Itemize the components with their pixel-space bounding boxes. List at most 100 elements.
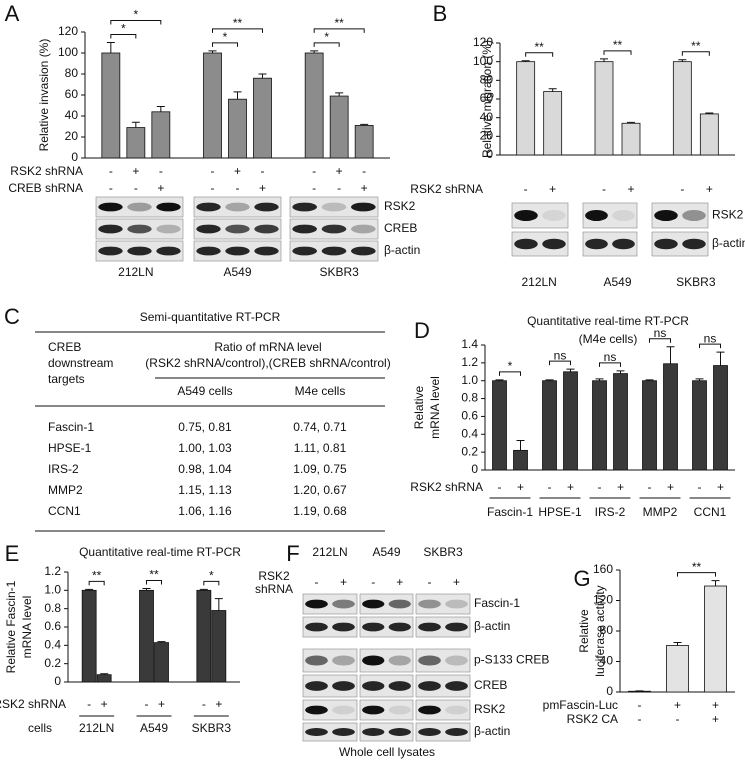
treatment-label: RSK2 shRNA	[0, 697, 66, 711]
blot-band	[445, 681, 468, 691]
treatment-sign: -	[698, 480, 702, 494]
blot-band	[351, 202, 376, 212]
blot-band	[127, 224, 152, 234]
blot-footer: Whole cell lysates	[339, 745, 435, 759]
y-axis-label: Relative	[577, 609, 591, 653]
error-bar	[666, 346, 675, 364]
table-cell: Fascin-1	[48, 420, 94, 434]
significance-bracket	[499, 371, 521, 376]
treatment-sign: -	[638, 698, 642, 712]
y-tick-label: 40	[600, 654, 614, 668]
treatment-sign: -	[337, 181, 341, 195]
bar	[81, 589, 97, 683]
significance-label: ns	[604, 350, 617, 364]
cell-label: SKBR3	[423, 545, 463, 559]
error-bar	[100, 673, 109, 675]
group-label: IRS-2	[595, 505, 626, 519]
blot-band	[445, 728, 468, 736]
group-label: MMP2	[643, 505, 678, 519]
significance-label: *	[508, 359, 513, 373]
blot-band	[98, 202, 123, 212]
blot-band	[127, 202, 152, 212]
treatment-sign: -	[548, 480, 552, 494]
blot-band	[351, 224, 376, 234]
error-bar	[208, 50, 217, 53]
blot-label: RSK2	[384, 199, 416, 213]
table-cell: 1.06, 1.16	[178, 504, 232, 518]
blot-band	[445, 599, 468, 609]
treatment-sign: -	[312, 164, 316, 178]
table-row-header: targets	[48, 372, 85, 386]
blot-label: p-S133 CREB	[474, 653, 549, 667]
treatment-sign: -	[159, 164, 163, 178]
treatment-sign: -	[109, 181, 113, 195]
blot-band	[332, 622, 355, 632]
treatment-sign: -	[362, 164, 366, 178]
significance-bracket	[549, 360, 571, 366]
blot-label: CREB	[474, 678, 507, 692]
blot-band	[321, 246, 347, 256]
blot-band	[388, 705, 411, 715]
treatment-sign: +	[517, 480, 524, 494]
y-tick-label: 60	[480, 91, 494, 105]
treatment-sign: -	[680, 182, 684, 196]
blot-band	[514, 238, 538, 250]
y-tick-label: 0	[471, 462, 478, 476]
significance-label: **	[691, 39, 701, 53]
group-label: Fascin-1	[487, 505, 533, 519]
treatment-sign: -	[371, 575, 375, 589]
bar	[228, 98, 247, 159]
error-bar	[156, 106, 165, 112]
y-tick-label: 0	[606, 684, 613, 698]
error-bar	[199, 588, 208, 591]
treatment-sign: +	[627, 182, 634, 196]
blot-band	[321, 202, 347, 212]
y-tick-label: 0.6	[461, 409, 478, 423]
blot-band	[612, 238, 635, 250]
blot-band	[388, 622, 411, 632]
blot-band	[682, 210, 706, 221]
table-title: Semi-quantitative RT-PCR	[140, 310, 281, 324]
table-cell: CCN1	[48, 504, 81, 518]
treatment-sign: -	[428, 575, 432, 589]
y-tick-label: 80	[65, 66, 79, 80]
group-label: 212LN	[118, 265, 153, 279]
bar	[211, 610, 227, 683]
y-tick-label: 0.8	[44, 601, 61, 615]
significance-bracket	[110, 34, 137, 39]
bar	[672, 61, 692, 156]
group-label: 212LN	[79, 721, 114, 735]
table-row-header: downstream	[48, 356, 113, 370]
y-tick-label: 20	[480, 129, 494, 143]
bar	[699, 113, 719, 156]
y-axis-label: Relative migration (%)	[480, 40, 494, 158]
significance-bracket	[525, 52, 554, 57]
treatment-sign: -	[87, 697, 91, 711]
bar	[563, 371, 578, 471]
table-span-header: (RSK2 shRNA/control),(CREB shRNA/control…	[145, 356, 390, 370]
blot-band	[418, 622, 441, 632]
blot	[359, 593, 414, 615]
table-cell: 1.20, 0.67	[293, 483, 347, 497]
blot-band	[514, 210, 538, 221]
table-cell: 0.74, 0.71	[293, 420, 347, 434]
treatment-sign: -	[202, 697, 206, 711]
panel-label: A	[5, 1, 20, 26]
bar	[151, 111, 171, 159]
blot	[95, 196, 184, 218]
error-bar	[716, 351, 725, 366]
treatment-sign: +	[340, 575, 347, 589]
panel-label: F	[286, 541, 299, 566]
blot-band	[542, 210, 566, 221]
blot-band	[362, 705, 385, 715]
error-bar	[85, 588, 94, 591]
blot-band	[332, 681, 355, 691]
treatment-label: pmFascin-Luc	[543, 698, 618, 712]
y-tick-label: 0.6	[44, 619, 61, 633]
blot-band	[418, 728, 441, 736]
blot-band	[292, 224, 317, 234]
bar	[492, 380, 507, 471]
y-tick-label: 120	[58, 24, 78, 38]
table-column-header: A549 cells	[177, 384, 232, 398]
table-row-header: CREB	[48, 340, 81, 354]
